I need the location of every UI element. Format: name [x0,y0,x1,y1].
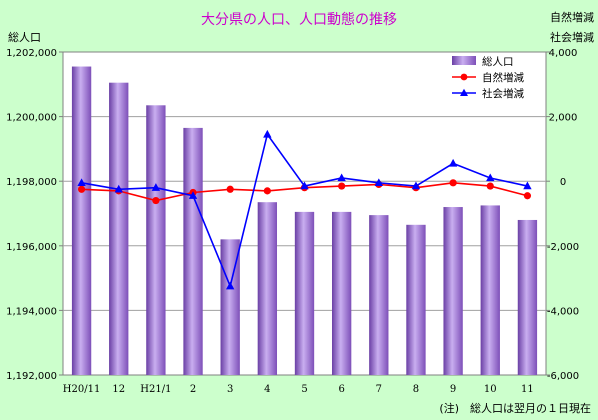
bar [369,215,389,375]
data-point [225,281,235,290]
left-tick-label: 1,198,000 [6,177,57,188]
chart-title: 大分県の人口、人口動態の推移 [201,12,397,28]
x-tick-label: 9 [450,384,456,395]
right-tick-label: 0 [560,177,566,188]
x-tick-label: H21/1 [140,384,171,395]
left-axis: 1,192,000 1,194,000 1,196,000 1,198,000 1,20… [6,48,63,382]
x-tick-label: 4 [264,384,270,395]
bar [71,66,92,375]
data-point [77,185,86,193]
right-tick-label: 2,000 [549,113,578,124]
bar [146,105,166,376]
data-point [300,181,309,190]
left-tick-label: 1,194,000 [6,306,57,317]
right-tick-label: -6,000 [547,371,579,382]
data-point [226,185,234,193]
x-tick-label: 5 [301,384,307,395]
line-series [77,129,532,290]
right-tick-label: -4,000 [547,306,579,317]
left-tick-label: 1,202,000 [6,48,57,59]
x-tick-label: 7 [376,384,382,395]
right-tick-label: 4,000 [549,48,578,59]
x-tick-label: 6 [338,384,344,395]
bar [257,202,278,375]
bar [183,127,203,375]
legend-label: 自然増減 [482,71,524,84]
left-tick-label: 1,196,000 [6,242,57,253]
x-tick-label: 12 [112,384,125,395]
data-point [449,179,457,187]
x-tick-label: H20/11 [63,384,101,395]
data-point [263,187,271,195]
data-point [523,181,532,190]
bar [331,211,352,375]
bar [294,211,315,375]
x-tick-label: 8 [413,384,419,395]
data-point [411,181,421,190]
bar [480,205,500,375]
x-tick-label: 11 [521,384,534,395]
data-point [151,183,161,191]
legend-label: 総人口 [482,55,514,68]
x-tick-label: 2 [190,384,196,395]
legend-marker [460,73,468,81]
x-tick-label: 3 [227,384,233,395]
right-axis: -6,000 -4,000 -2,000 0 2,000 4,000 [546,48,579,382]
bar-series [71,66,538,376]
right-axis-label-natural: 自然増減 [550,10,594,24]
bar [517,219,538,375]
x-axis: H20/11 12 H21/1 2 3 4 5 6 7 8 9 10 11 [63,384,534,395]
data-point [337,173,346,182]
data-point [486,182,494,190]
data-point [263,129,272,138]
data-point [77,178,86,187]
legend-label: 社会増減 [482,87,524,100]
data-point [374,178,384,187]
x-tick-label: 10 [484,384,497,395]
data-point [448,158,458,167]
left-tick-label: 1,200,000 [6,113,57,124]
data-point [338,182,346,190]
right-axis-label-social: 社会増減 [550,30,594,44]
legend-marker [460,88,468,96]
left-axis-label: 総人口 [8,30,41,44]
bar [109,82,129,375]
data-point [486,173,495,182]
bar [443,207,463,375]
legend-swatch [452,56,476,65]
data-point [188,191,198,199]
footnote: (注) 総人口は翌月の１日現在 [439,401,591,415]
data-point [114,184,123,193]
right-tick-label: -2,000 [547,242,579,253]
data-point [152,196,160,205]
bar [406,224,426,375]
left-tick-label: 1,192,000 [6,371,57,382]
data-point [523,192,532,200]
